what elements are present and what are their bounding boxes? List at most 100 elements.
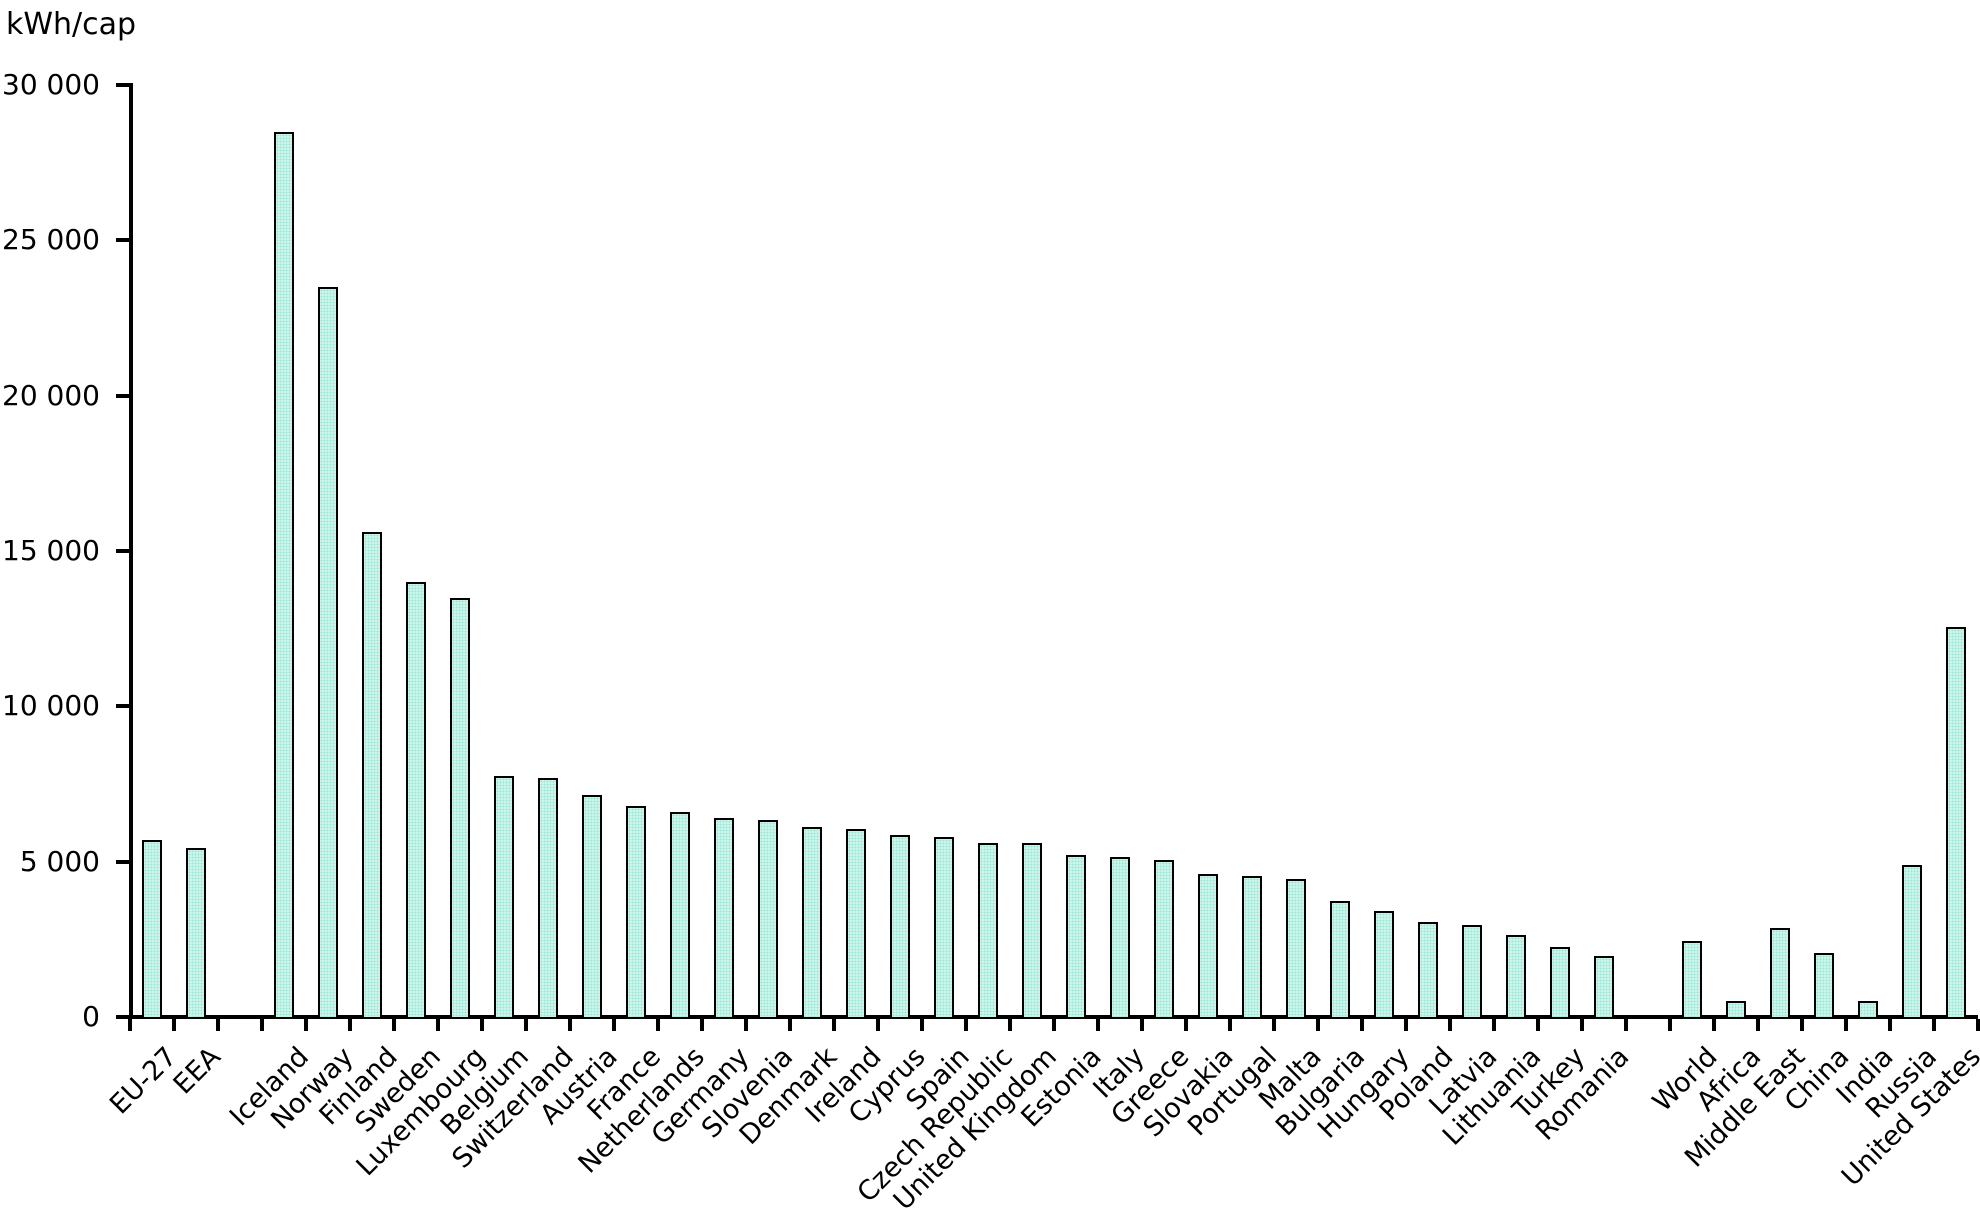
x-axis-tick (1492, 1019, 1496, 1031)
y-axis-tick (116, 1015, 130, 1019)
x-axis-tick (1096, 1019, 1100, 1031)
x-axis-tick (524, 1019, 528, 1031)
x-axis-tick (1360, 1019, 1364, 1031)
bar-hungary (1374, 911, 1394, 1019)
x-axis-tick (480, 1019, 484, 1031)
bar-netherlands (670, 811, 690, 1019)
y-axis-unit-label: kWh/cap (6, 7, 137, 42)
x-axis-tick (1624, 1019, 1628, 1031)
bar-portugal (1242, 875, 1262, 1019)
bar-slovenia (758, 819, 778, 1019)
bar-united-kingdom (1022, 843, 1042, 1019)
y-axis-tick (116, 238, 130, 243)
bar-romania (1594, 956, 1614, 1019)
y-axis-tick-label-15-000: 15 000 (2, 534, 100, 567)
y-axis-tick-label-20-000: 20 000 (2, 378, 100, 412)
x-axis-tick (1272, 1019, 1276, 1031)
x-axis-tick (1316, 1019, 1320, 1031)
y-axis-tick-label-30-000: 30 000 (2, 68, 100, 101)
x-axis-tick (348, 1019, 352, 1031)
bar-estonia (1066, 855, 1086, 1019)
bar-luxembourg (450, 597, 470, 1019)
bar-czech-republic (978, 843, 998, 1019)
bar-spain (934, 836, 954, 1019)
bar-denmark (802, 827, 822, 1019)
x-axis-tick (1008, 1019, 1012, 1031)
bar-china (1814, 953, 1834, 1019)
y-axis-tick (116, 859, 130, 864)
x-axis-tick (216, 1019, 220, 1031)
x-axis-tick (1184, 1019, 1188, 1031)
bar-finland (362, 532, 382, 1019)
bar-turkey (1550, 947, 1570, 1019)
bar-greece (1154, 860, 1174, 1019)
bar-eu-27 (142, 839, 162, 1019)
x-label-eea: EEA (168, 1041, 228, 1101)
bar-lithuania (1506, 934, 1526, 1019)
bar-world (1682, 940, 1702, 1019)
x-axis-tick (1932, 1019, 1936, 1031)
bar-middle-east (1770, 928, 1790, 1019)
x-axis-tick (1228, 1019, 1232, 1031)
bar-italy (1110, 857, 1130, 1019)
x-axis-tick (612, 1019, 616, 1031)
y-axis-tick (116, 393, 130, 398)
bar-malta (1286, 878, 1306, 1019)
x-axis-tick (304, 1019, 308, 1031)
x-axis-tick (964, 1019, 968, 1031)
bar-cyprus (890, 835, 910, 1019)
x-axis-tick (788, 1019, 792, 1031)
bar-norway (318, 286, 338, 1019)
x-axis-tick (1052, 1019, 1056, 1031)
x-axis-tick (920, 1019, 924, 1031)
bar-ireland (846, 829, 866, 1019)
x-axis-tick (1800, 1019, 1804, 1031)
x-axis-tick (1404, 1019, 1408, 1031)
bar-russia (1902, 864, 1922, 1019)
x-axis-tick (1888, 1019, 1892, 1031)
x-axis-tick (832, 1019, 836, 1031)
x-axis-tick (1976, 1019, 1980, 1031)
x-axis-tick (1712, 1019, 1716, 1031)
x-axis-tick (1536, 1019, 1540, 1031)
y-axis-tick (116, 83, 130, 87)
x-axis-tick (1580, 1019, 1584, 1031)
bar-belgium (494, 776, 514, 1019)
y-axis-tick-label-25-000: 25 000 (2, 223, 100, 257)
x-axis-tick (260, 1019, 264, 1031)
x-axis-tick (568, 1019, 572, 1031)
y-axis-tick-label-10-000: 10 000 (2, 689, 100, 723)
x-axis-tick (172, 1019, 176, 1031)
bar-slovakia (1198, 874, 1218, 1019)
x-axis-tick (436, 1019, 440, 1031)
bar-france (626, 805, 646, 1019)
bar-africa (1726, 1001, 1746, 1019)
bar-austria (582, 794, 602, 1019)
x-axis-tick (1448, 1019, 1452, 1031)
y-axis-line (129, 83, 133, 1019)
x-axis-tick (1756, 1019, 1760, 1031)
x-axis-tick (1668, 1019, 1672, 1031)
bar-poland (1418, 922, 1438, 1019)
x-axis-line (129, 1015, 1978, 1019)
bar-india (1858, 1001, 1878, 1019)
y-axis-tick (116, 704, 130, 709)
bar-iceland (274, 131, 294, 1019)
x-axis-tick (656, 1019, 660, 1031)
x-axis-tick (876, 1019, 880, 1031)
y-axis-tick (116, 549, 130, 553)
bar-united-states (1946, 627, 1966, 1019)
bar-latvia (1462, 925, 1482, 1019)
bar-sweden (406, 582, 426, 1019)
x-axis-tick (700, 1019, 704, 1031)
bar-switzerland (538, 777, 558, 1019)
x-axis-tick (1844, 1019, 1848, 1031)
x-axis-tick (1140, 1019, 1144, 1031)
bar-germany (714, 818, 734, 1019)
x-axis-tick (128, 1019, 132, 1031)
x-axis-tick (744, 1019, 748, 1031)
y-axis-tick-label-0: 0 (82, 1000, 100, 1033)
bar-bulgaria (1330, 900, 1350, 1019)
bar-eea (186, 847, 206, 1019)
